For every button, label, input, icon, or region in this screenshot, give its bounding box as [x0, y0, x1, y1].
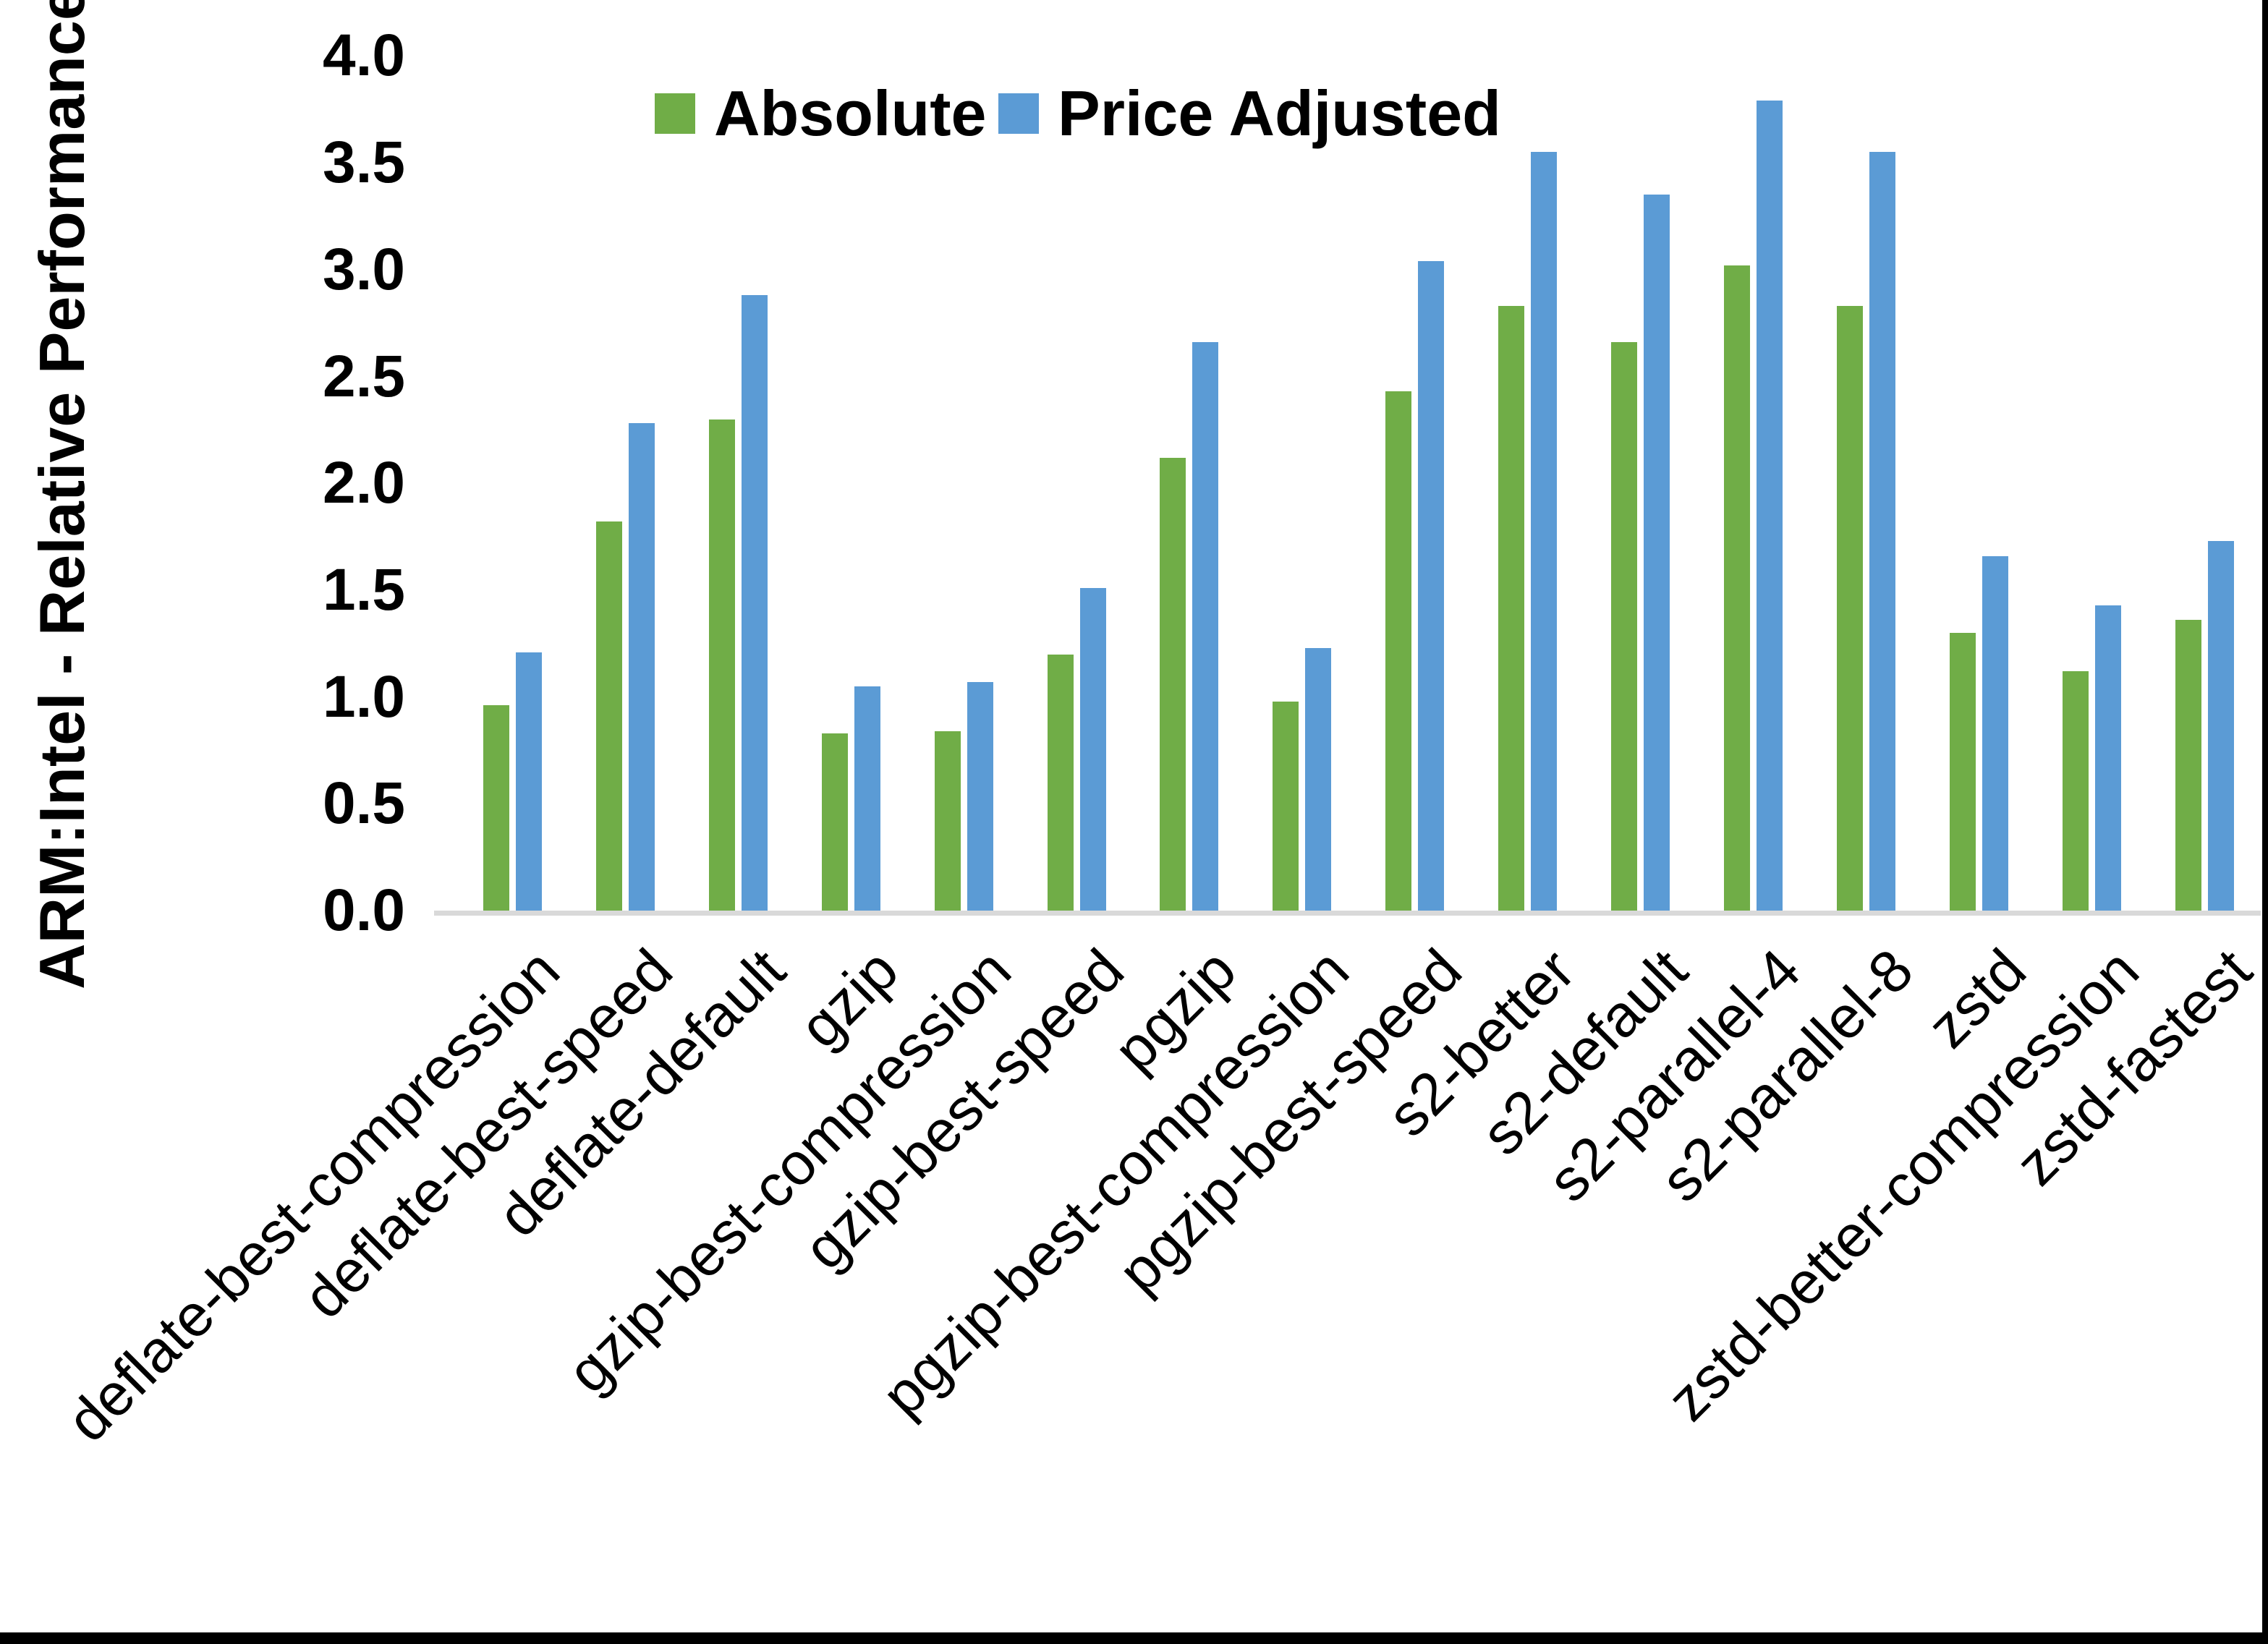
bar-price-adjusted-s2-parallel-4 [1757, 101, 1783, 911]
y-tick-label-2.5: 2.5 [323, 343, 405, 409]
bar-absolute-gzip [822, 733, 848, 911]
y-tick-label-2.0: 2.0 [323, 450, 405, 516]
bar-absolute-deflate-best-speed [596, 521, 622, 911]
bar-absolute-pgzip-best-compression [1273, 702, 1299, 911]
bar-price-adjusted-gzip-best-speed [1080, 588, 1106, 911]
bar-price-adjusted-gzip-best-compression [967, 682, 993, 911]
bar-price-adjusted-zstd-better-compression [2095, 605, 2121, 911]
y-tick-label-0.0: 0.0 [323, 877, 405, 943]
bar-absolute-gzip-best-compression [935, 731, 961, 911]
legend-item-absolute: Absolute [655, 74, 986, 153]
x-axis-line [434, 911, 2261, 916]
bar-price-adjusted-zstd-fastest [2208, 541, 2234, 911]
bar-absolute-s2-better [1498, 306, 1524, 911]
bar-absolute-s2-default [1611, 342, 1637, 911]
bar-absolute-s2-parallel-8 [1837, 306, 1863, 911]
legend-item-price-adjusted: Price Adjusted [998, 74, 1501, 153]
bar-price-adjusted-s2-better [1531, 152, 1557, 911]
bar-price-adjusted-s2-parallel-8 [1869, 152, 1895, 911]
bar-absolute-gzip-best-speed [1048, 655, 1074, 911]
legend-swatch-absolute-icon [655, 93, 695, 134]
bar-price-adjusted-deflate-best-compression [516, 652, 542, 911]
bar-price-adjusted-pgzip-best-compression [1305, 648, 1331, 911]
y-tick-label-1.5: 1.5 [323, 556, 405, 623]
y-axis-title: ARM:Intel - Relative Performance [26, 0, 98, 989]
y-tick-label-4.0: 4.0 [323, 22, 405, 89]
bar-absolute-pgzip-best-speed [1385, 391, 1411, 911]
y-tick-label-0.5: 0.5 [323, 770, 405, 837]
bar-price-adjusted-deflate-best-speed [629, 423, 655, 911]
bar-absolute-zstd [1950, 633, 1976, 911]
bar-absolute-s2-parallel-4 [1724, 265, 1750, 911]
bar-absolute-deflate-default [709, 419, 735, 911]
bar-price-adjusted-gzip [854, 686, 880, 911]
legend-swatch-price-adjusted-icon [998, 93, 1039, 134]
bar-absolute-zstd-better-compression [2063, 671, 2089, 911]
legend-label-price-adjusted: Price Adjusted [1058, 77, 1501, 149]
y-tick-label-1.0: 1.0 [323, 663, 405, 730]
bar-price-adjusted-s2-default [1644, 195, 1670, 911]
y-tick-label-3.5: 3.5 [323, 129, 405, 196]
bar-absolute-deflate-best-compression [483, 705, 509, 911]
bar-price-adjusted-deflate-default [742, 295, 768, 911]
legend-label-absolute: Absolute [714, 77, 987, 149]
bar-price-adjusted-zstd [1982, 556, 2008, 911]
bar-price-adjusted-pgzip-best-speed [1418, 261, 1444, 911]
y-tick-label-3.0: 3.0 [323, 236, 405, 302]
bar-absolute-pgzip [1160, 458, 1186, 911]
bar-absolute-zstd-fastest [2175, 620, 2201, 911]
bar-price-adjusted-pgzip [1192, 342, 1218, 911]
